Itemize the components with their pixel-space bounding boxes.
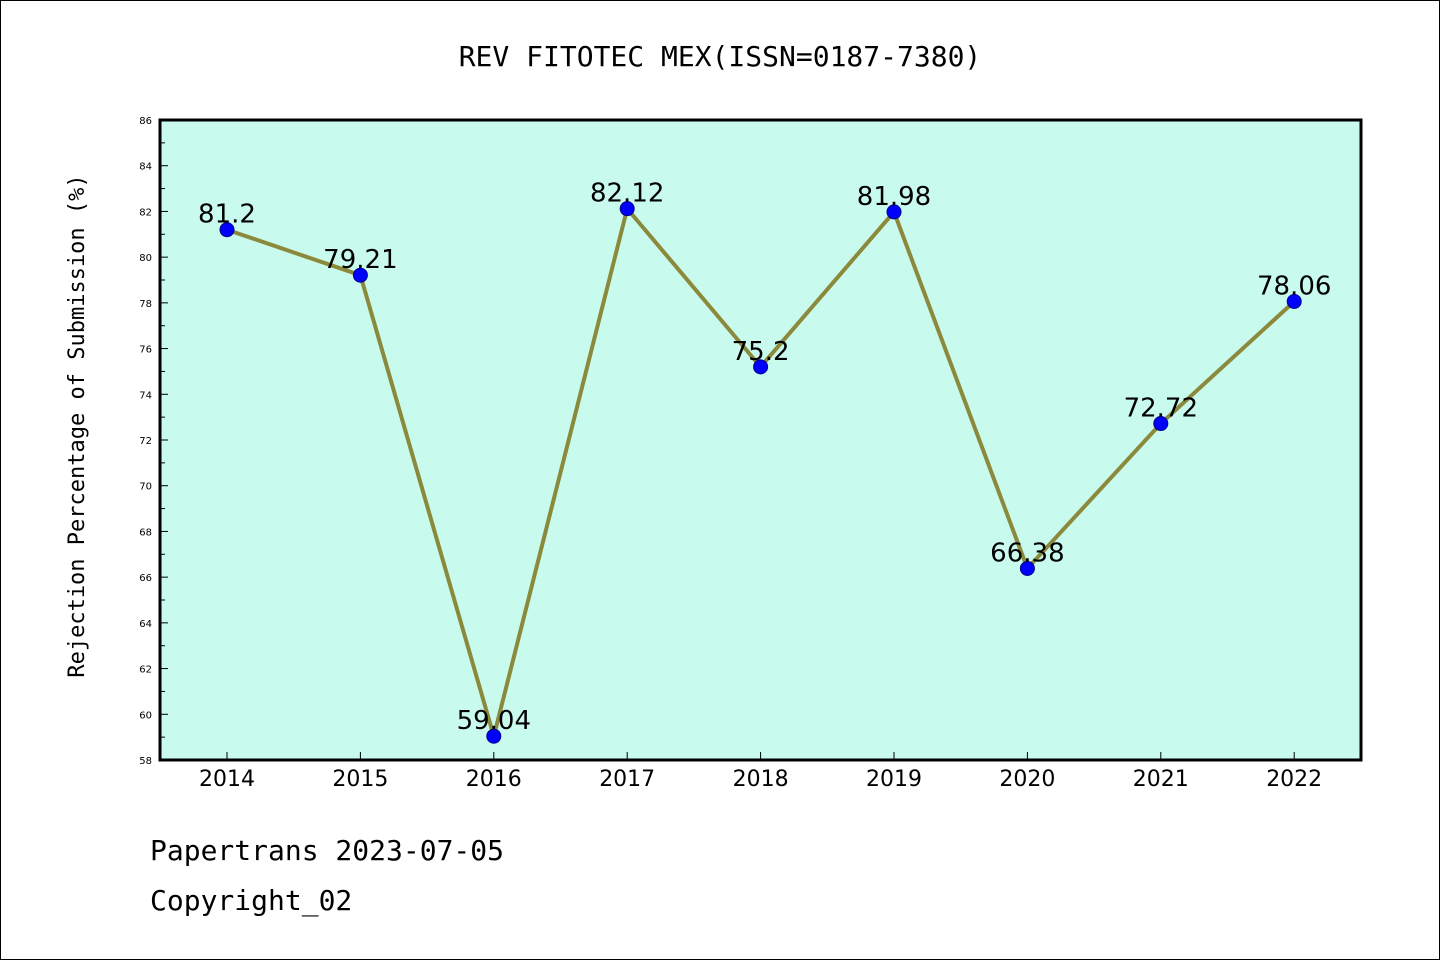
data-label: 66.38 bbox=[990, 538, 1064, 568]
y-tick-label: 62 bbox=[139, 665, 152, 676]
y-axis: 58 60 62 64 66 68 70 72 74 76 78 80 82 84 86 bbox=[139, 116, 168, 767]
y-tick-label: 66 bbox=[139, 573, 152, 584]
data-point bbox=[886, 204, 902, 220]
x-tick-label: 2014 bbox=[199, 767, 255, 792]
y-tick-label: 64 bbox=[139, 619, 152, 630]
data-point bbox=[486, 728, 502, 744]
x-axis: 2014 2015 2016 2017 2018 2019 2020 2021 2022 bbox=[199, 752, 1322, 792]
x-tick-label: 2019 bbox=[866, 767, 922, 792]
x-tick-label: 2016 bbox=[466, 767, 522, 792]
y-tick-label: 58 bbox=[139, 756, 152, 767]
y-tick-label: 72 bbox=[139, 436, 152, 447]
y-tick-label: 70 bbox=[139, 482, 152, 493]
data-label: 82.12 bbox=[590, 179, 664, 209]
x-tick-label: 2017 bbox=[599, 767, 655, 792]
x-tick-label: 2018 bbox=[733, 767, 789, 792]
data-label: 79.21 bbox=[323, 245, 397, 275]
y-tick-label: 84 bbox=[139, 162, 152, 173]
x-tick-label: 2015 bbox=[332, 767, 388, 792]
series-markers bbox=[219, 201, 1302, 744]
data-point bbox=[1286, 293, 1302, 309]
y-tick-label: 78 bbox=[139, 299, 152, 310]
y-tick-label: 60 bbox=[139, 710, 152, 721]
data-label: 78.06 bbox=[1257, 271, 1331, 301]
data-label: 81.98 bbox=[857, 182, 931, 212]
y-tick-label: 74 bbox=[139, 390, 152, 401]
y-tick-label: 76 bbox=[139, 345, 152, 356]
data-point bbox=[1153, 416, 1169, 432]
y-tick-label: 68 bbox=[139, 527, 152, 538]
data-label: 59.04 bbox=[457, 706, 531, 736]
y-tick-label: 82 bbox=[139, 207, 152, 218]
data-labels: 81.2 79.21 59.04 82.12 75.2 81.98 66.38 72.72 78… bbox=[198, 179, 1331, 737]
y-tick-label: 80 bbox=[139, 253, 152, 264]
plot-area bbox=[158, 118, 1363, 762]
data-point bbox=[219, 222, 235, 238]
data-point bbox=[753, 359, 769, 375]
data-label: 81.2 bbox=[198, 200, 256, 230]
footer-copyright: Copyright_02 bbox=[150, 884, 353, 917]
footer-source: Papertrans 2023-07-05 bbox=[150, 834, 505, 867]
y-tick-label: 86 bbox=[139, 116, 152, 127]
data-point bbox=[1019, 560, 1035, 576]
x-tick-label: 2022 bbox=[1266, 767, 1322, 792]
chart-title: REV FITOTEC MEX(ISSN=0187-7380) bbox=[459, 40, 982, 73]
x-tick-label: 2020 bbox=[999, 767, 1055, 792]
x-tick-label: 2021 bbox=[1133, 767, 1189, 792]
y-axis-label: Rejection Percentage of Submission (%) bbox=[65, 174, 90, 677]
data-point bbox=[619, 201, 635, 217]
data-point bbox=[352, 267, 368, 283]
data-label: 75.2 bbox=[732, 337, 790, 367]
data-label: 72.72 bbox=[1124, 394, 1198, 424]
